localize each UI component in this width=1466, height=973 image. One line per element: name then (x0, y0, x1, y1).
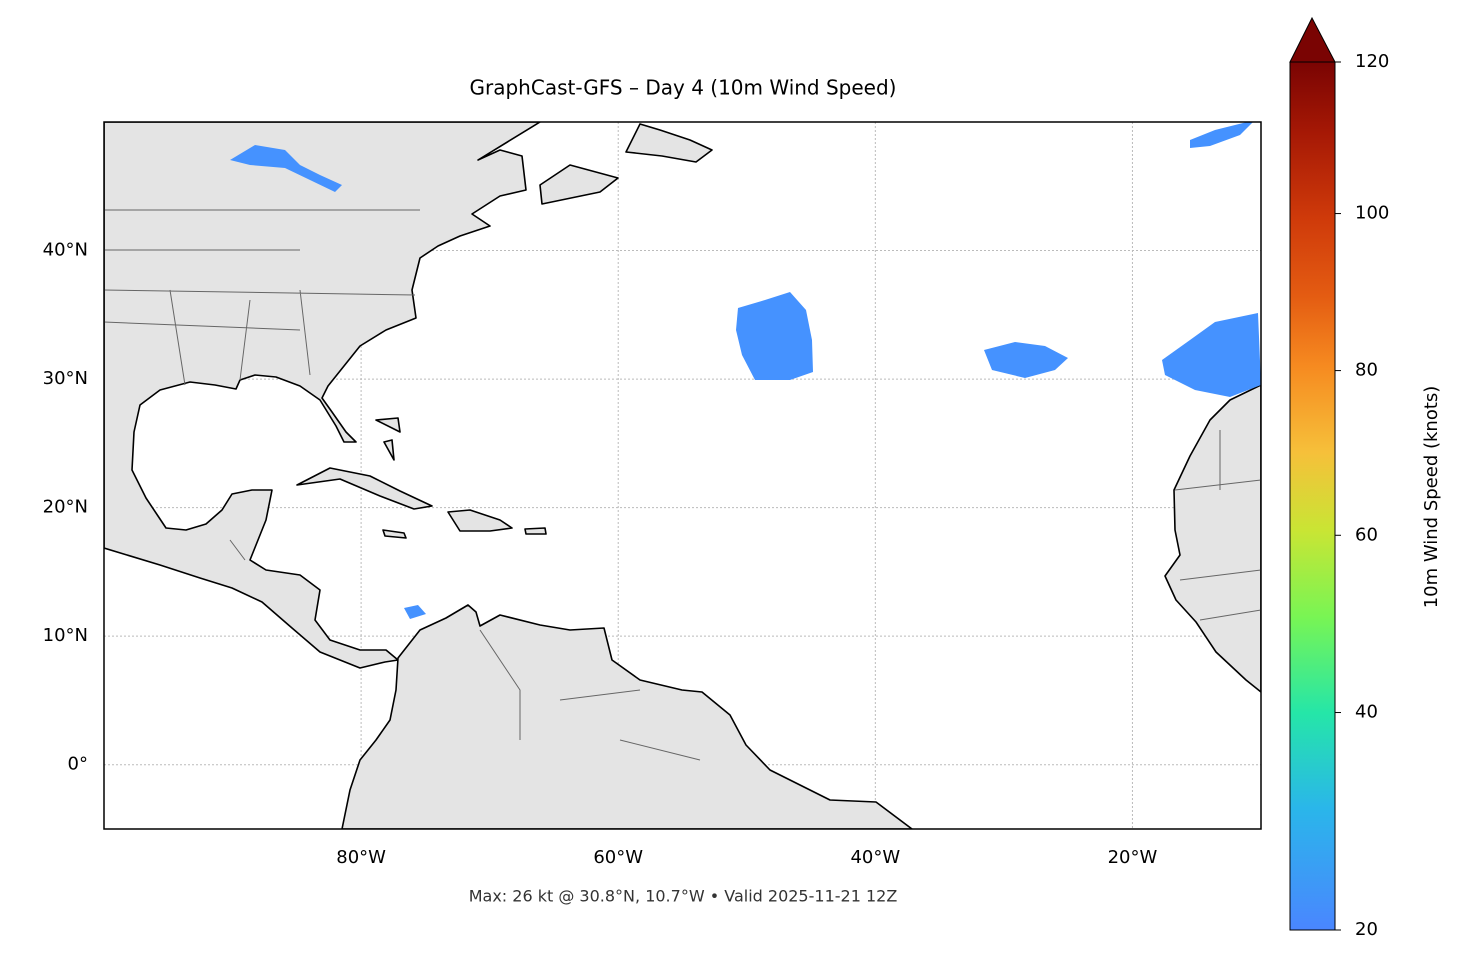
africa (1164, 384, 1261, 693)
x-tick-label: 60°W (593, 847, 643, 868)
islands (375, 417, 547, 539)
y-tick-label: 10°N (43, 625, 88, 646)
colorbar-label: 10m Wind Speed (knots) (1421, 386, 1442, 609)
x-tick-label: 20°W (1108, 847, 1158, 868)
chart-title: GraphCast-GFS – Day 4 (10m Wind Speed) (470, 76, 897, 100)
colorbar (1289, 61, 1336, 931)
x-tick-label: 40°W (850, 847, 900, 868)
hispaniola (447, 509, 513, 532)
colorbar-tick-label: 80 (1355, 360, 1378, 381)
map-frame (103, 121, 1262, 830)
axis-ticks: 80°W 60°W 40°W 20°W 0° 10°N 20°N 30°N 40°N (43, 240, 1158, 868)
footer-note: Max: 26 kt @ 30.8°N, 10.7°W • Valid 2025… (469, 887, 898, 906)
colorbar-extend (1289, 16, 1336, 63)
colorbar-tick-label: 120 (1355, 51, 1389, 72)
y-tick-label: 40°N (43, 240, 88, 261)
borders (104, 209, 1261, 761)
cuba (296, 467, 433, 510)
wind-area (1162, 313, 1261, 397)
north-america (104, 122, 541, 669)
y-tick-label: 30°N (43, 368, 88, 389)
colorbar-tick-label: 40 (1355, 702, 1378, 723)
colorbar-tick-label: 100 (1355, 203, 1389, 224)
colorbar-tick-label: 60 (1355, 524, 1378, 545)
x-tick-label: 80°W (336, 847, 386, 868)
y-tick-label: 0° (68, 754, 88, 775)
colorbar-tick-label: 20 (1355, 919, 1378, 940)
south-america (341, 604, 913, 829)
map (104, 122, 1261, 829)
wind-area (736, 292, 813, 380)
wind-area (984, 342, 1068, 378)
newfoundland (539, 123, 713, 205)
y-tick-label: 20°N (43, 497, 88, 518)
